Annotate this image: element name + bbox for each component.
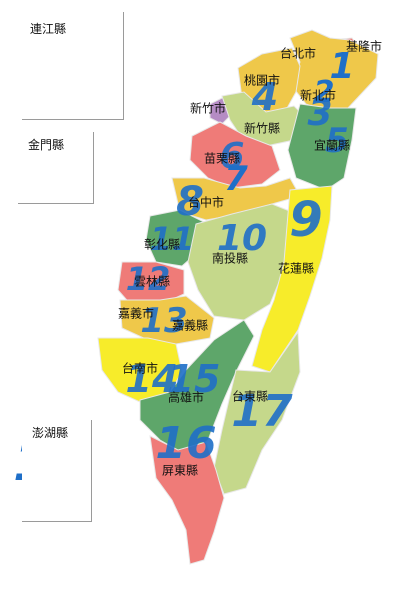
region-hualien: [251, 185, 333, 373]
inset-penghu-label: 澎湖縣: [32, 426, 69, 440]
label-new-taipei: 新北市: [299, 88, 337, 103]
handwritten-number-nantou: 10: [217, 218, 267, 259]
handwritten-mark-1: 1: [329, 46, 354, 87]
handwritten-number-tainan: 14: [126, 357, 179, 401]
label-nantou: 南投縣: [211, 251, 249, 266]
region-nantou: [187, 203, 293, 321]
region-taitung: [213, 330, 301, 495]
label-chiayi-county: 嘉義縣: [171, 318, 209, 333]
label-miaoli: 苗栗縣: [203, 151, 241, 166]
label-hualien: 花蓮縣: [277, 261, 315, 276]
label-taichung: 台中市: [187, 195, 225, 210]
handwritten-number-kaohsiung: 15: [168, 357, 221, 401]
handwritten-number-taitung: 17: [231, 386, 293, 437]
label-changhua: 彰化縣: [143, 237, 181, 252]
label-keelung: 基隆市: [345, 39, 383, 54]
label-tainan: 台南市: [121, 361, 159, 376]
label-yilan: 宜蘭縣: [313, 138, 351, 153]
handwritten-number-pingtung: 16: [155, 418, 216, 469]
handwritten-mark-3: 7: [224, 159, 248, 199]
inset-lianjiang-label: 連江縣: [30, 22, 67, 36]
handwritten-number-taoyuan: 4: [251, 75, 278, 119]
label-pingtung: 屏東縣: [161, 463, 199, 478]
label-taitung: 台東縣: [231, 389, 269, 404]
handwritten-number-yunlin: 12: [126, 260, 171, 298]
inset-kinmen: 金門縣: [18, 132, 94, 204]
label-kaohsiung: 高雄市: [167, 390, 205, 405]
label-chiayi-city: 嘉義市: [117, 306, 155, 321]
label-taipei: 台北市: [279, 46, 317, 61]
handwritten-number-yilan: 5: [325, 121, 349, 161]
handwritten-mark-2: 2: [314, 75, 335, 110]
handwritten-number-chiayi-county: 13: [140, 301, 187, 341]
handwritten-number-changhua: 11: [150, 220, 195, 258]
handwritten-number-hualien: 9: [289, 192, 322, 248]
region-miaoli: [189, 121, 281, 189]
handwritten-number-miaoli: 6: [219, 136, 244, 177]
inset-kinmen-label: 金門縣: [28, 138, 65, 152]
label-taoyuan: 桃園市: [243, 73, 281, 88]
inset-penghu: 澎湖縣: [22, 420, 92, 522]
handwritten-number-taichung: 8: [176, 179, 204, 225]
region-chiayi-county: [119, 295, 215, 345]
label-hsinchu-city: 新竹市: [189, 101, 227, 116]
handwritten-number-new-taipei: 3: [307, 93, 332, 134]
label-yunlin: 雲林縣: [133, 274, 171, 289]
region-yilan: [287, 103, 357, 191]
region-pingtung: [149, 435, 225, 565]
inset-lianjiang: 連江縣: [22, 12, 124, 120]
label-hsinchu-county: 新竹縣: [243, 121, 281, 136]
